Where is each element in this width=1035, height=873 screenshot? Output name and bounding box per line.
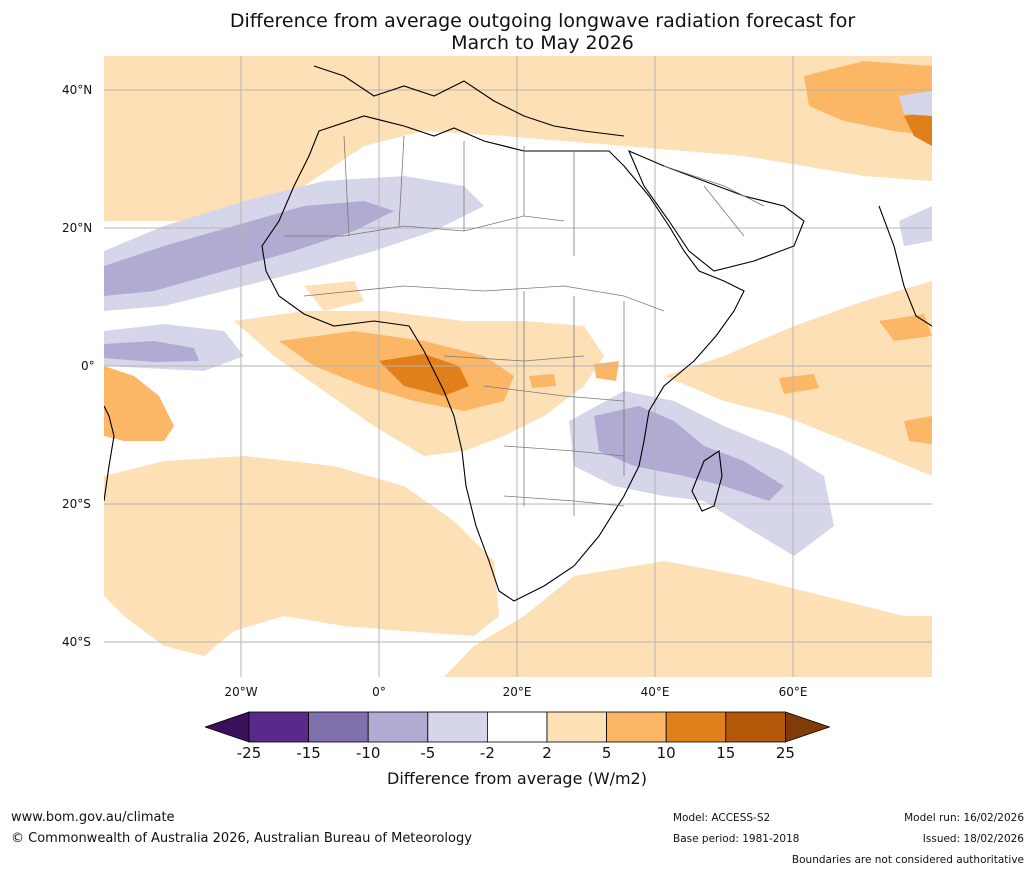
colorbar-arrow-high (785, 711, 830, 743)
lon-label-20w: 20°W (224, 685, 258, 699)
lat-label-equator: 0° (81, 359, 95, 373)
colorbar-tick-label: 2 (542, 744, 552, 762)
iran-dark (904, 111, 932, 146)
brazil-coast-medium (104, 366, 174, 441)
indian-ocean-medium (879, 314, 932, 341)
country-borders (284, 135, 765, 516)
equatorial-atlantic-core (104, 341, 199, 362)
congo-medium (529, 374, 556, 388)
arabia-coastline (627, 149, 805, 272)
footer-model-run: Model run: 16/02/2026 (904, 812, 1024, 824)
colorbar-tick-label: 25 (775, 744, 795, 762)
north-africa-borders (343, 135, 575, 256)
gabon-dark (379, 354, 469, 396)
footer-website: www.bom.gov.au/climate (11, 810, 175, 825)
europe-coastline (313, 65, 625, 137)
north-band (104, 56, 932, 221)
footer-copyright: © Commonwealth of Australia 2026, Austra… (11, 831, 472, 846)
lat-label-20s: 20°S (62, 497, 91, 511)
chart-title-line2: March to May 2026 (451, 32, 634, 54)
colorbar-tick-label: 10 (656, 744, 676, 762)
footer-base-period: Base period: 1981-2018 (673, 833, 800, 845)
colorbar-segment (665, 711, 727, 743)
tropical-atlantic-core (104, 201, 394, 296)
lon-label-40e: 40°E (640, 685, 670, 699)
colorbar-segment (606, 711, 667, 743)
colorbar-segment (546, 711, 607, 743)
south-indian (444, 561, 932, 677)
map-area (104, 56, 932, 677)
lat-label-40n: 40°N (62, 83, 93, 97)
coastlines (104, 65, 932, 602)
south-america-coastline (104, 405, 115, 502)
chart-title-line1: Difference from average outgoing longwav… (229, 10, 856, 32)
colorbar (205, 711, 830, 743)
middle-east-medium (804, 61, 932, 136)
lat-label-40s: 40°S (62, 635, 91, 649)
colorbar-tick-label: -5 (420, 744, 436, 762)
middle-east-borders (663, 165, 765, 237)
colorbar-tick-label: 5 (601, 744, 612, 762)
colorbar-tick-label: -15 (296, 744, 321, 762)
south-atlantic (104, 456, 499, 656)
colorbar-tick-label: -25 (236, 744, 262, 762)
colorbar-segment (486, 711, 548, 743)
lon-label-20e: 20°E (502, 685, 532, 699)
map-gridlines (104, 56, 932, 677)
mozambique-core (594, 406, 784, 501)
lake-victoria-medium (594, 361, 619, 381)
india-coastline (878, 205, 932, 327)
footer-model: Model: ACCESS-S2 (673, 812, 771, 824)
colorbar-segment (427, 711, 488, 743)
colorbar-segment (308, 711, 369, 743)
colorbar-segment (248, 711, 309, 743)
sahel-border (284, 215, 565, 237)
lon-label-60e: 60°E (778, 685, 808, 699)
colorbar-segment (367, 711, 429, 743)
indian-ocean-medium-3 (904, 416, 932, 444)
colorbar-tick-label: 15 (716, 744, 736, 762)
colorbar-segment (725, 711, 786, 743)
sahel-patch (304, 281, 364, 311)
footer-disclaimer: Boundaries are not considered authoritat… (791, 854, 1024, 866)
colorbar-arrow-low (205, 711, 250, 743)
madagascar-coastline (691, 450, 723, 512)
positive-anomaly-dark (379, 111, 932, 396)
olr-anomaly-map (104, 56, 932, 677)
colorbar-tick-label: -2 (479, 744, 495, 762)
indian-ocean-medium-2 (779, 374, 819, 394)
footer-issued: Issued: 18/02/2026 (922, 833, 1024, 845)
colorbar-title: Difference from average (W/m2) (387, 769, 647, 788)
colorbar-tick-label: -10 (355, 744, 381, 762)
lon-label-0: 0° (372, 685, 386, 699)
negative-anomaly-medium (104, 201, 784, 501)
chart-title: Difference from average outgoing longwav… (0, 10, 1035, 54)
africa-coastline (261, 115, 745, 602)
meridional-borders (523, 291, 625, 516)
west-central-borders (303, 285, 665, 312)
caspian-patch (899, 91, 932, 116)
arabian-sea-patch (899, 206, 932, 246)
lat-label-20n: 20°N (62, 221, 93, 235)
